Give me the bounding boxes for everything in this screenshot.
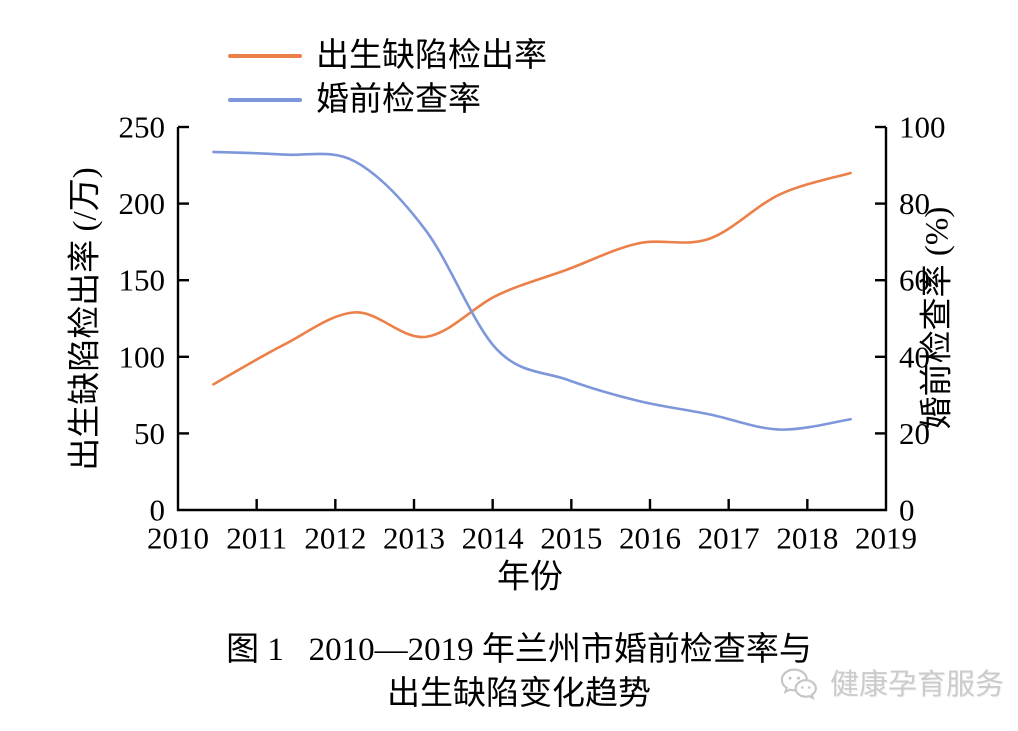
legend-line-blue-icon [228, 98, 302, 102]
y-axis-title-right: 婚前检查率 (%) [919, 206, 956, 430]
svg-text:60: 60 [899, 263, 930, 298]
figure-caption: 图 1 2010—2019 年兰州市婚前检查率与 出生缺陷变化趋势 [139, 628, 899, 716]
figure-caption-line-2: 出生缺陷变化趋势 [387, 676, 651, 712]
chart-legend: 出生缺陷检出率 婚前检查率 [228, 34, 547, 122]
svg-text:2019: 2019 [855, 520, 917, 555]
svg-text:250: 250 [119, 110, 166, 145]
legend-item-birth-defect-rate: 出生缺陷检出率 [228, 34, 547, 78]
y-axis-title-left: 出生缺陷检出率 (/万) [67, 167, 104, 471]
wechat-logo-icon [780, 668, 817, 701]
svg-text:2010: 2010 [147, 520, 209, 555]
svg-text:100: 100 [119, 339, 166, 374]
svg-text:2018: 2018 [776, 520, 838, 555]
legend-label-birth-defect-rate: 出生缺陷检出率 [316, 37, 547, 74]
svg-text:20: 20 [899, 416, 930, 451]
svg-text:2012: 2012 [304, 520, 366, 555]
x-axis-title: 年份 [497, 559, 563, 596]
legend-item-premarital-exam-rate: 婚前检查率 [228, 78, 547, 122]
svg-text:2017: 2017 [698, 520, 760, 555]
watermark-text: 健康孕育服务 [830, 668, 1005, 701]
svg-text:40: 40 [899, 339, 930, 374]
svg-text:2014: 2014 [462, 520, 525, 555]
svg-text:200: 200 [119, 186, 166, 221]
legend-label-premarital-exam-rate: 婚前检查率 [316, 81, 481, 118]
svg-text:2016: 2016 [619, 520, 681, 555]
svg-text:2011: 2011 [226, 520, 287, 555]
legend-line-orange-icon [228, 54, 302, 58]
svg-text:0: 0 [150, 493, 166, 528]
svg-text:50: 50 [134, 416, 165, 451]
svg-text:2015: 2015 [540, 520, 602, 555]
watermark: 健康孕育服务 [778, 666, 1004, 704]
svg-text:150: 150 [119, 263, 166, 298]
figure-caption-line-1: 图 1 2010—2019 年兰州市婚前检查率与 [226, 632, 812, 668]
svg-text:100: 100 [899, 110, 946, 145]
svg-text:0: 0 [899, 493, 915, 528]
svg-text:2013: 2013 [383, 520, 445, 555]
svg-text:80: 80 [899, 186, 930, 221]
